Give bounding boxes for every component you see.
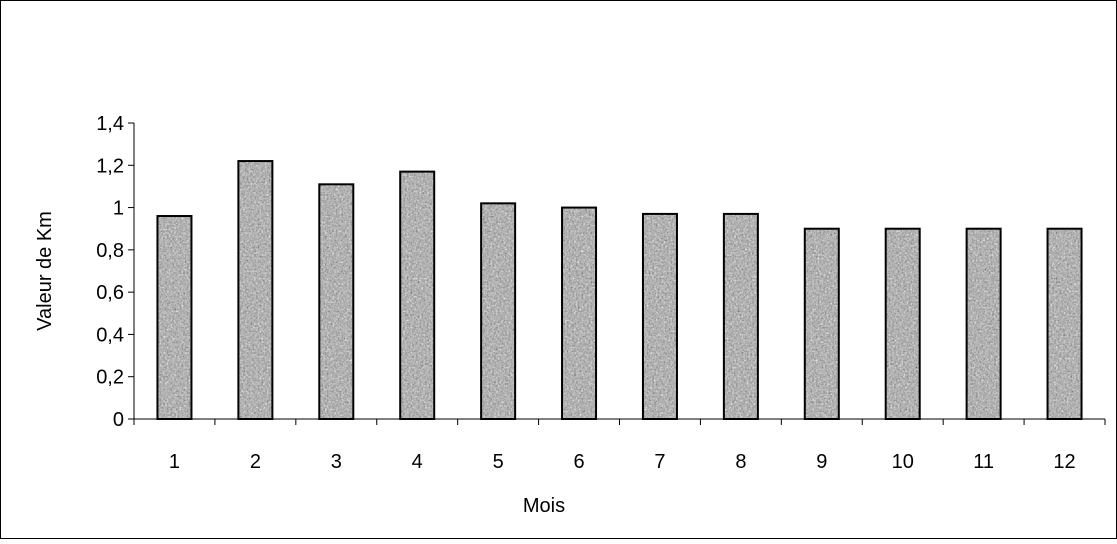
bar-texture: [400, 171, 435, 419]
y-tick-label: 0: [113, 409, 124, 431]
bar-5: [480, 202, 517, 420]
bar-texture: [804, 228, 839, 419]
x-tick-label: 6: [573, 451, 584, 473]
bar-2: [237, 160, 274, 421]
bars-layer: [156, 160, 1083, 421]
x-tick-label: 5: [493, 451, 504, 473]
bar-texture: [1047, 228, 1082, 419]
bar-texture: [562, 207, 597, 419]
y-tick-label: 0,4: [96, 324, 124, 346]
x-tick-label: 9: [816, 451, 827, 473]
bar-1: [156, 215, 193, 420]
bar-6: [561, 206, 598, 420]
x-tick-label: 4: [412, 451, 423, 473]
y-tick-label: 0,2: [96, 367, 124, 389]
x-tick-label: 8: [735, 451, 746, 473]
bar-texture: [885, 228, 920, 419]
bar-7: [641, 212, 678, 420]
x-tick-label: 10: [892, 451, 914, 473]
x-axis-title: Mois: [523, 495, 565, 517]
bar-texture: [723, 213, 758, 419]
bar-texture: [481, 203, 516, 419]
y-tick-label: 0,6: [96, 282, 124, 304]
bar-4: [399, 170, 436, 420]
x-tick-label: 3: [331, 451, 342, 473]
x-ticks-layer: 1 2 3 4 5 6 7 8 9 10 11 12: [133, 419, 1106, 473]
bar-11: [965, 227, 1002, 420]
x-tick-label: 2: [250, 451, 261, 473]
x-tick-label: 11: [973, 451, 994, 473]
y-tick-label: 1: [113, 198, 124, 220]
y-axis-title: Valeur de Km: [34, 211, 56, 331]
bar-texture: [642, 213, 677, 419]
y-tick-label: 1,4: [96, 113, 124, 135]
bar-texture: [157, 216, 192, 419]
bar-9: [803, 227, 840, 420]
y-tick-label: 1,2: [96, 155, 124, 177]
x-tick-label: 7: [654, 451, 665, 473]
y-tick-label: 0,8: [96, 240, 124, 262]
bar-texture: [238, 161, 273, 420]
bar-texture: [319, 184, 354, 419]
bar-texture: [966, 228, 1001, 419]
bar-3: [318, 183, 355, 420]
x-tick-label: 1: [169, 451, 180, 473]
bar-8: [722, 212, 759, 420]
y-ticks-layer: 0 0,2 0,4 0,6 0,8 1 1,2 1,4: [96, 113, 134, 431]
bar-12: [1046, 227, 1083, 420]
x-tick-label: 12: [1053, 451, 1075, 473]
bar-10: [884, 227, 921, 420]
